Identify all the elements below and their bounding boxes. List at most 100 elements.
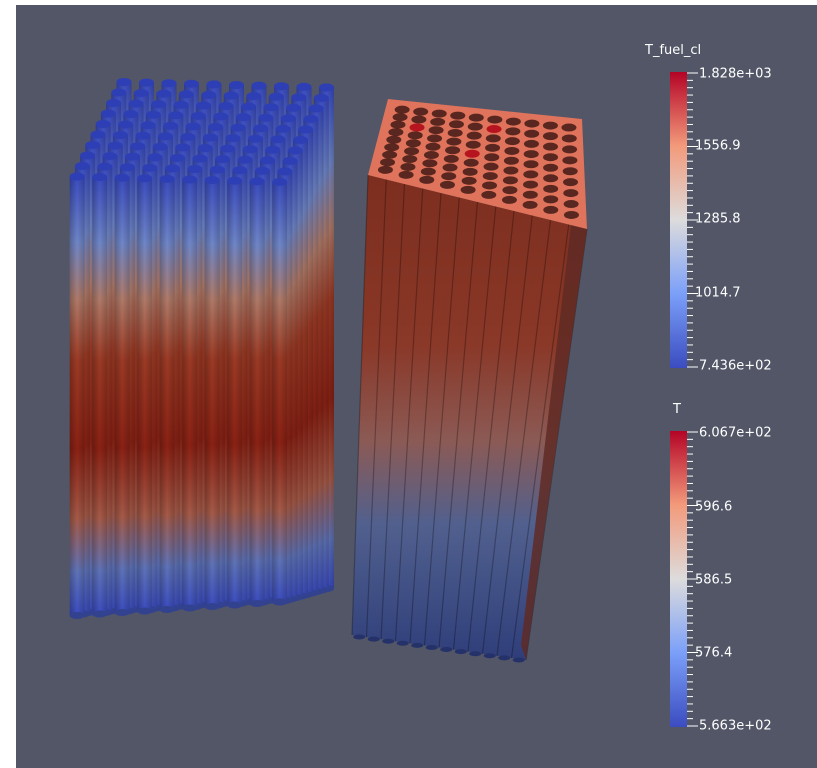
coolant-hole <box>542 121 558 130</box>
colorbar-T-ticks <box>687 431 698 727</box>
legend-fuel-label-3: 1285.8 <box>695 211 741 227</box>
coolant-hole <box>447 128 463 137</box>
coolant-hole <box>430 117 446 126</box>
coolant-hole <box>425 142 441 151</box>
coolant-hole <box>562 145 578 154</box>
legend-T-label-3: 586.5 <box>695 572 733 588</box>
coolant-hole <box>543 184 559 193</box>
coolant-hole <box>523 170 539 179</box>
coolant-hole <box>450 111 466 120</box>
colorbar-fuel-ticks <box>687 72 698 368</box>
coolant-hole <box>486 125 502 134</box>
coolant-hole <box>523 139 539 148</box>
coolant-hole <box>484 153 500 162</box>
coolant-hole <box>439 180 455 189</box>
fuel-pin <box>69 172 85 619</box>
legend-fuel-label-4: 1014.7 <box>695 285 741 301</box>
coolant-hole <box>390 120 406 129</box>
colorbar-T <box>670 431 687 727</box>
coolant-hole <box>445 146 461 155</box>
legend-fuel-label-max: 1.828e+03 <box>699 66 772 82</box>
coolant-hole <box>524 129 540 138</box>
coolant-hole <box>377 165 393 174</box>
coolant-hole <box>505 127 521 136</box>
coolant-hole <box>502 186 518 195</box>
coolant-hole <box>562 156 578 165</box>
coolant-hole <box>392 113 408 122</box>
block-side-face <box>521 133 587 660</box>
coolant-hole <box>423 151 439 160</box>
coolant-hole <box>482 181 498 190</box>
coolant-hole <box>431 109 447 118</box>
coolant-hole <box>483 162 499 171</box>
coolant-hole <box>543 205 559 214</box>
coolant-hole <box>503 156 519 165</box>
fuel-pin <box>272 177 288 606</box>
coolant-hole <box>398 170 414 179</box>
coolant-hole <box>563 189 579 198</box>
coolant-hole <box>563 178 579 187</box>
legend-T-label-min: 5.663e+02 <box>699 718 772 734</box>
legend-fuel-label-min: 7.436e+02 <box>699 358 772 374</box>
coolant-hole <box>503 166 519 175</box>
coolant-hole <box>523 180 539 189</box>
coolant-hole <box>504 146 520 155</box>
coolant-hole <box>485 143 501 152</box>
legend-title-T: T <box>673 402 681 417</box>
coolant-hole <box>422 159 438 168</box>
coolant-hole <box>543 174 559 183</box>
coolant-hole <box>402 155 418 164</box>
coolant-hole <box>464 149 480 158</box>
coolant-hole <box>561 123 577 132</box>
coolant-hole <box>465 140 481 149</box>
coolant-hole <box>504 137 520 146</box>
coolant-hole <box>522 190 538 199</box>
fuel-pin <box>227 176 243 609</box>
coolant-hole <box>502 176 518 185</box>
coolant-hole <box>563 210 579 219</box>
legend-fuel-label-2: 1556.9 <box>695 138 741 154</box>
fuel-pin <box>182 175 198 612</box>
coolant-hole <box>460 185 476 194</box>
coolant-hole <box>380 158 396 167</box>
coolant-hole <box>404 147 420 156</box>
render-viewport[interactable]: T_fuel_cl 1.828e+03 1556.9 1285.8 1014.7… <box>16 5 817 768</box>
coolant-hole <box>505 117 521 126</box>
coolant-hole <box>485 134 501 143</box>
coolant-hole <box>543 163 559 172</box>
coolant-hole <box>388 128 404 137</box>
coolant-hole <box>543 142 559 151</box>
coolant-hole <box>542 132 558 141</box>
coolant-hole <box>468 113 484 122</box>
fuel-pin <box>137 174 153 615</box>
coolant-hole <box>441 172 457 181</box>
coolant-hole <box>463 158 479 167</box>
coolant-hole <box>443 154 459 163</box>
coolant-hole <box>405 139 421 148</box>
coolant-hole <box>411 115 427 124</box>
coolant-hole <box>420 167 436 176</box>
coolant-hole <box>462 167 478 176</box>
coolant-hole <box>384 143 400 152</box>
coolant-hole <box>561 134 577 143</box>
coolant-hole <box>407 131 423 140</box>
coolant-hole <box>543 195 559 204</box>
legend-T-label-2: 596.6 <box>695 499 733 515</box>
coolant-hole <box>481 190 497 199</box>
coolant-hole <box>413 107 429 116</box>
coolant-channel-block <box>351 99 588 663</box>
coolant-hole <box>466 131 482 140</box>
coolant-hole <box>409 123 425 132</box>
fuel-pin <box>204 176 220 610</box>
legend-T-label-max: 6.067e+02 <box>699 425 772 441</box>
legend-T-label-4: 576.4 <box>695 645 733 661</box>
coolant-hole <box>394 105 410 114</box>
scene-3d[interactable] <box>16 5 817 768</box>
coolant-hole <box>563 200 579 209</box>
coolant-hole <box>382 150 398 159</box>
coolant-hole <box>543 153 559 162</box>
coolant-hole <box>523 160 539 169</box>
fuel-pin-bundle <box>69 78 334 619</box>
coolant-hole <box>427 134 443 143</box>
coolant-hole <box>419 175 435 184</box>
